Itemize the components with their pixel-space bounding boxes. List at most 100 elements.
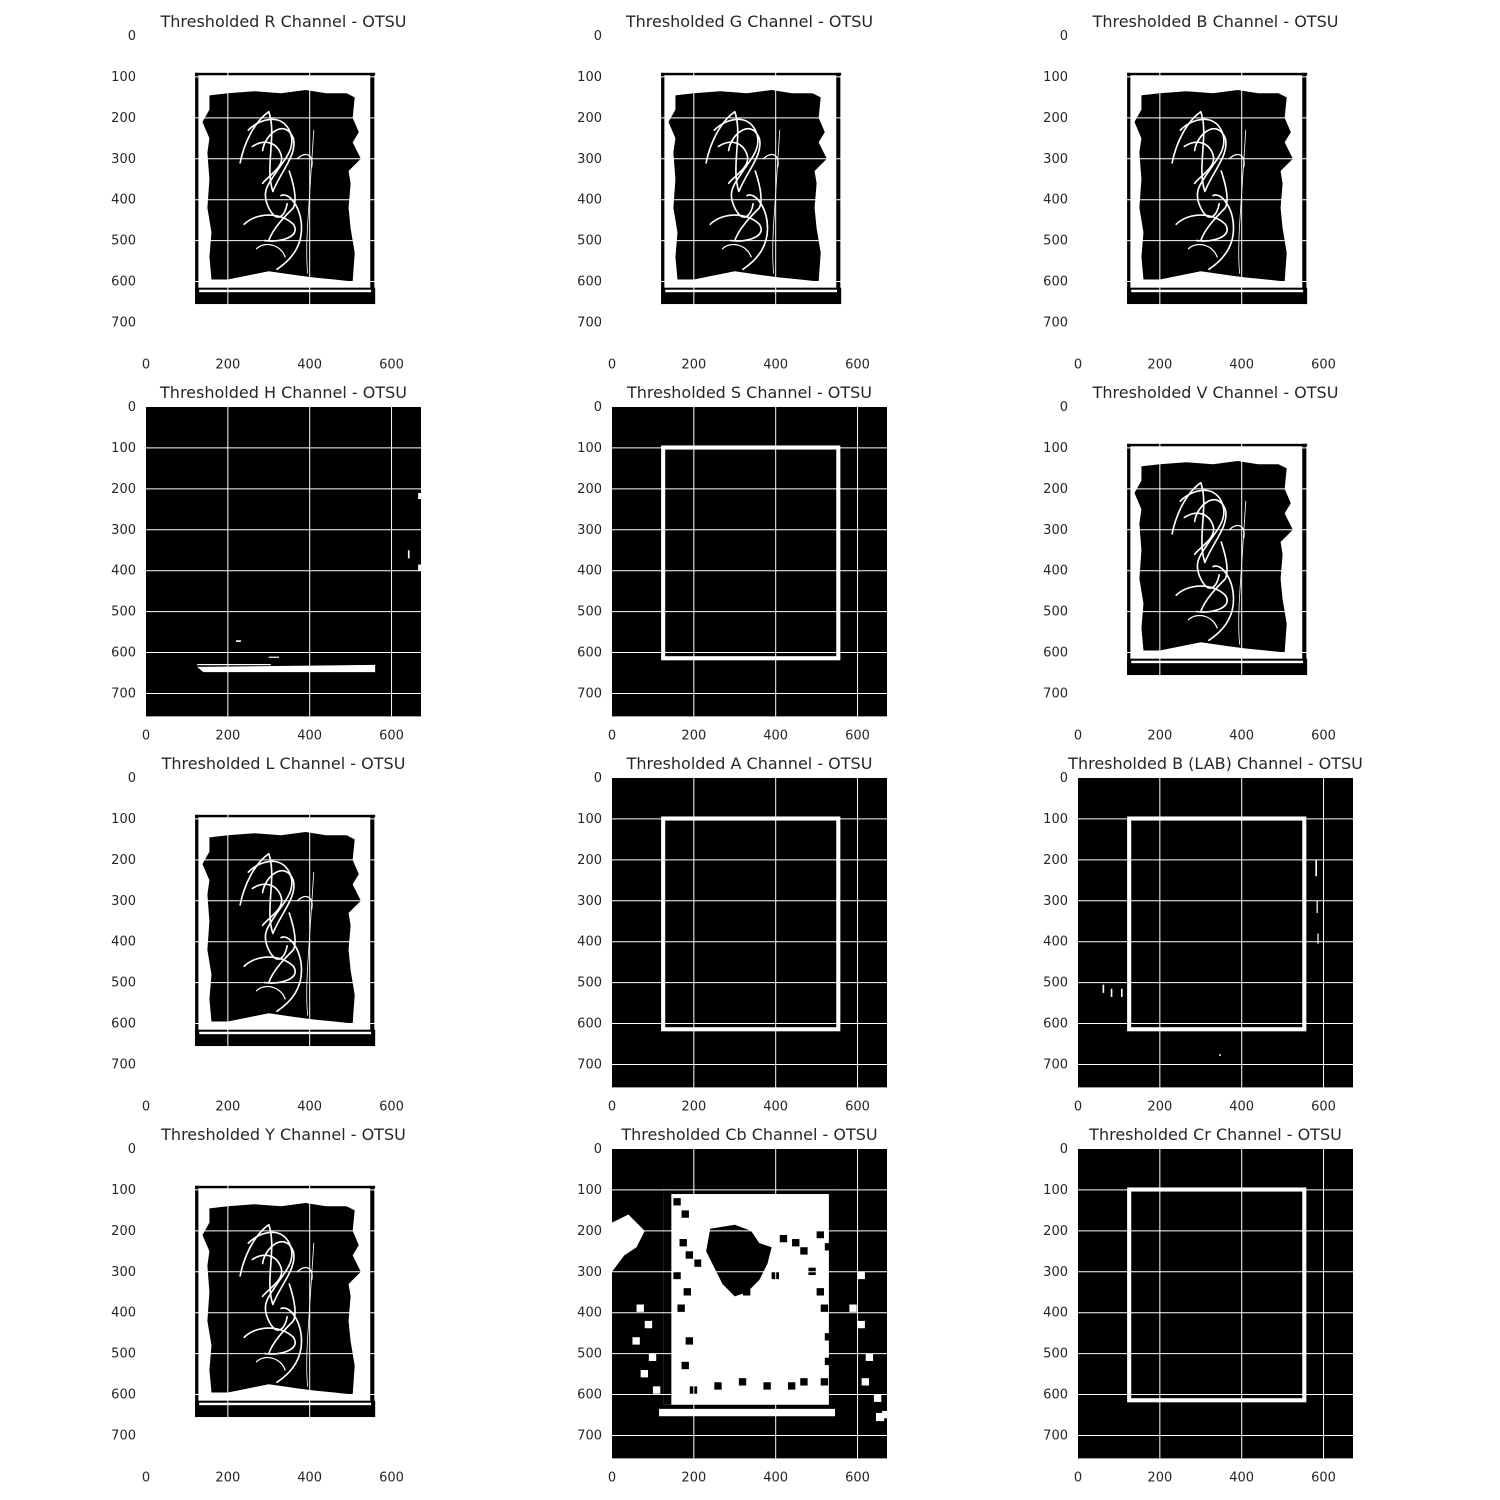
mask-stroke <box>1183 141 1215 185</box>
x-tick-label: 400 <box>763 728 788 743</box>
x-tick-label: 600 <box>1311 1099 1336 1114</box>
y-tick-label: 600 <box>111 275 136 290</box>
x-tick-label: 400 <box>297 1099 322 1114</box>
channel-image <box>146 407 421 717</box>
mask-region <box>828 1185 842 1409</box>
y-tick-label: 400 <box>111 935 136 950</box>
y-tick-label: 300 <box>577 523 602 538</box>
mask-stroke <box>255 1356 286 1371</box>
y-tick-label: 500 <box>577 976 602 991</box>
speck <box>877 171 883 173</box>
y-tick-label: 300 <box>577 152 602 167</box>
mask-content <box>1127 1187 1308 1403</box>
corner-artifact <box>146 778 192 824</box>
x-tick-label: 600 <box>845 1470 870 1485</box>
y-tick-label: 700 <box>111 686 136 701</box>
speck <box>1343 544 1348 546</box>
border-top <box>1127 72 1308 76</box>
mask-content <box>146 1149 417 1418</box>
noise-block <box>648 1353 657 1361</box>
speck <box>1219 1054 1221 1056</box>
panel-title: Thresholded Cr Channel - OTSU <box>1088 1125 1342 1144</box>
mask-stroke <box>1171 481 1227 564</box>
x-tick-label: 400 <box>1229 1470 1254 1485</box>
x-tick-label: 600 <box>379 357 404 372</box>
channel-image <box>1078 407 1353 717</box>
mask-content <box>661 445 842 661</box>
noise-block <box>820 1304 829 1312</box>
noise-block <box>857 1320 865 1329</box>
y-tick-label: 500 <box>1043 234 1068 249</box>
y-tick-label: 300 <box>577 894 602 909</box>
y-tick-label: 0 <box>594 1142 602 1157</box>
ink-region <box>1134 461 1293 653</box>
x-tick-label: 200 <box>215 728 240 743</box>
frame-fill <box>1127 816 1308 1032</box>
border-bottom-gap <box>1131 660 1304 664</box>
panel-b: Thresholded B Channel - OTSU 0 200 400 600 0 1… <box>1043 12 1353 372</box>
channel-image <box>612 778 887 1088</box>
mask-stroke <box>1208 565 1235 642</box>
y-tick-label: 200 <box>111 1224 136 1239</box>
y-tick-label: 600 <box>577 1388 602 1403</box>
noise-block <box>683 1288 691 1296</box>
x-tick-label: 0 <box>142 1470 150 1485</box>
mask-stroke <box>733 170 762 242</box>
x-tick-label: 0 <box>1074 1099 1082 1114</box>
noise-block <box>792 1239 800 1247</box>
noise-block <box>800 1378 808 1386</box>
y-tick-label: 700 <box>577 315 602 330</box>
panel-title: Thresholded B (LAB) Channel - OTSU <box>1067 754 1363 773</box>
x-tick-label: 600 <box>1311 1470 1336 1485</box>
noise-block <box>693 1259 702 1267</box>
speck <box>407 550 410 559</box>
mask-content <box>661 816 842 1032</box>
x-tick-label: 0 <box>1074 728 1082 743</box>
noise-block <box>779 1234 788 1243</box>
noise-block <box>857 1271 865 1280</box>
border-right <box>370 814 375 1047</box>
x-tick-label: 400 <box>1229 357 1254 372</box>
y-tick-label: 0 <box>128 771 136 786</box>
mask-stroke <box>742 194 769 271</box>
mask-stroke <box>255 985 286 1000</box>
y-tick-label: 500 <box>577 605 602 620</box>
y-tick-label: 200 <box>1043 111 1068 126</box>
y-tick-label: 200 <box>577 1224 602 1239</box>
mask-stroke <box>772 129 781 274</box>
border-left <box>1127 72 1131 305</box>
panel-s: Thresholded S Channel - OTSU 0 200 400 600 0 1… <box>577 383 887 743</box>
border-top <box>661 72 842 76</box>
y-tick-label: 600 <box>111 1017 136 1032</box>
speck <box>824 248 828 252</box>
speck <box>1317 933 1319 944</box>
y-tick-label: 200 <box>1043 1224 1068 1239</box>
channel-image <box>146 1149 421 1459</box>
panel-title: Thresholded G Channel - OTSU <box>625 12 873 31</box>
mask-content <box>197 492 421 673</box>
y-tick-label: 400 <box>577 564 602 579</box>
noise-block <box>849 1304 857 1312</box>
y-tick-label: 300 <box>111 523 136 538</box>
x-tick-label: 400 <box>763 1099 788 1114</box>
y-tick-label: 200 <box>1043 482 1068 497</box>
y-tick-label: 200 <box>577 853 602 868</box>
speck <box>411 1286 416 1288</box>
ink-region <box>202 832 361 1024</box>
paper-region <box>663 1185 840 1405</box>
y-tick-label: 0 <box>128 1142 136 1157</box>
border-bottom-gap <box>199 1031 372 1035</box>
mask-stroke <box>239 110 295 193</box>
x-tick-label: 600 <box>845 1099 870 1114</box>
panel-title: Thresholded L Channel - OTSU <box>161 754 406 773</box>
noise-block <box>738 1378 747 1386</box>
y-tick-label: 300 <box>111 152 136 167</box>
y-tick-label: 0 <box>128 400 136 415</box>
x-tick-label: 400 <box>1229 1099 1254 1114</box>
y-tick-label: 0 <box>128 29 136 44</box>
y-tick-label: 700 <box>1043 686 1068 701</box>
y-tick-label: 500 <box>111 976 136 991</box>
noise-block <box>681 1210 689 1218</box>
y-tick-label: 100 <box>577 441 602 456</box>
y-tick-label: 200 <box>577 111 602 126</box>
